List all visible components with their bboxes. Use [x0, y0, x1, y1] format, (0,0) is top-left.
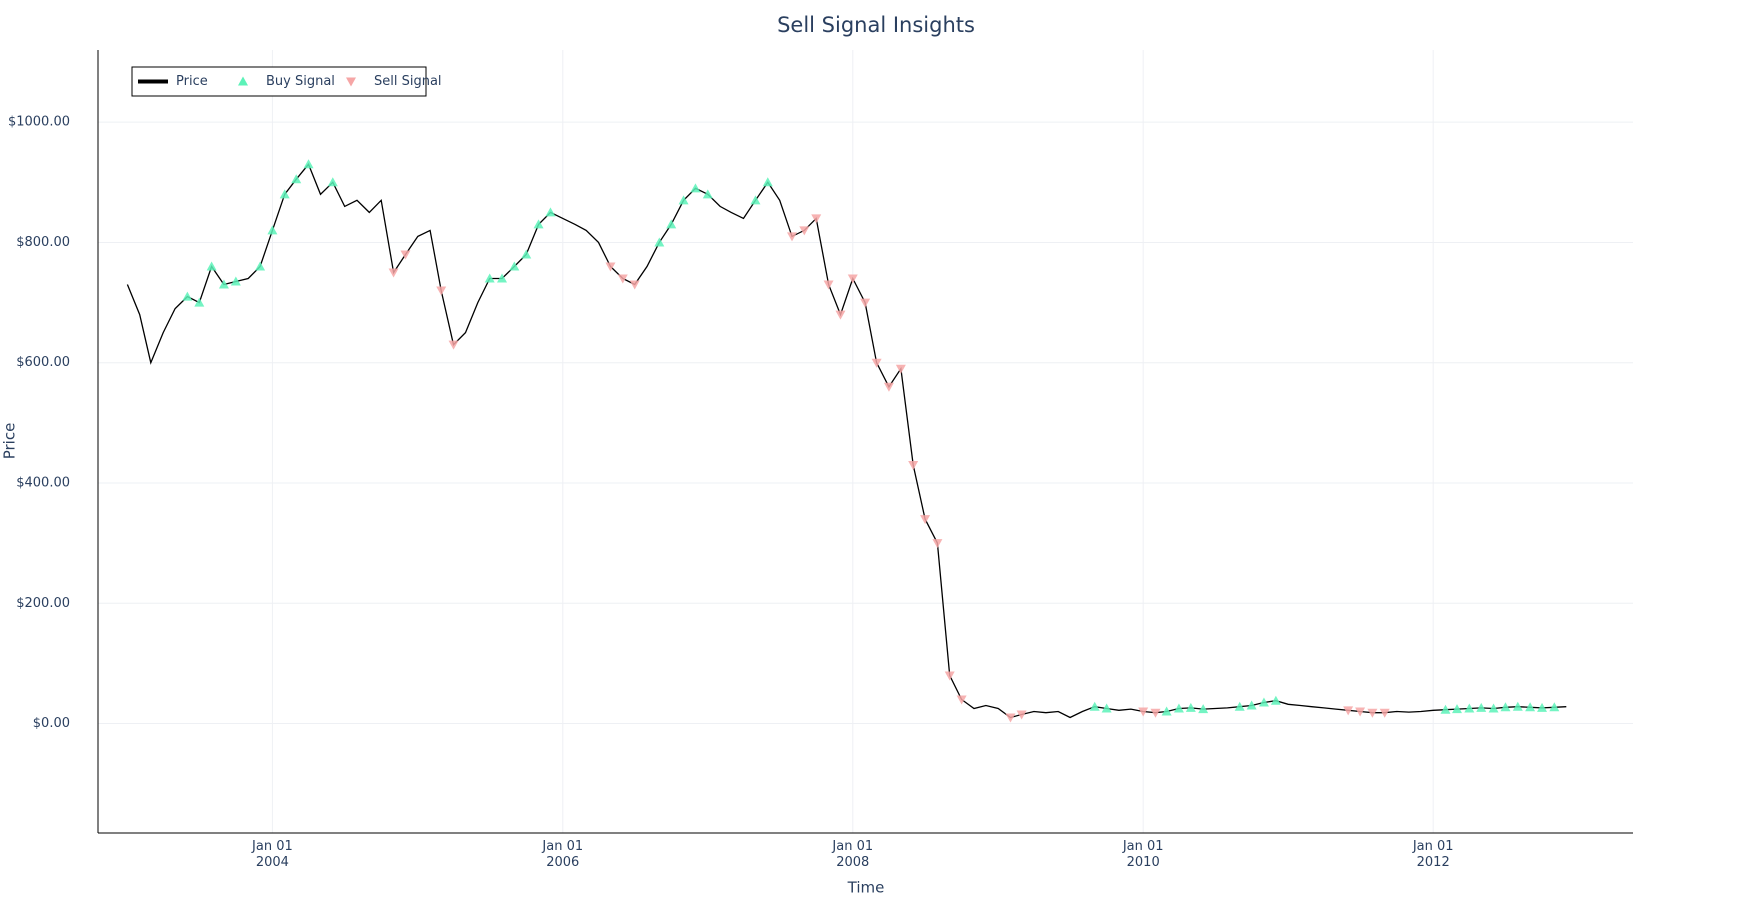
buy-marker — [1234, 701, 1245, 711]
buy-marker — [194, 297, 205, 307]
buy-marker — [1185, 702, 1196, 712]
sell-marker — [1343, 706, 1354, 716]
sell-marker — [823, 280, 834, 290]
buy-marker — [1488, 703, 1499, 713]
buy-marker — [750, 195, 761, 205]
x-tick-label: Jan 01 2004 — [251, 839, 293, 870]
buy-marker — [1258, 697, 1269, 707]
sell-marker — [1367, 708, 1378, 718]
legend-label: Price — [176, 74, 208, 89]
sell-marker — [932, 539, 943, 549]
sell-marker — [920, 515, 931, 525]
legend-label: Sell Signal — [374, 74, 442, 89]
buy-marker — [1101, 703, 1112, 713]
buy-marker — [255, 261, 266, 271]
buy-marker — [291, 174, 302, 184]
sell-marker — [895, 364, 906, 374]
legend-label: Buy Signal — [266, 74, 335, 89]
buy-marker — [1089, 701, 1100, 711]
y-axis-title: Price — [1, 423, 19, 460]
buy-marker — [327, 177, 338, 187]
buy-marker — [206, 261, 217, 271]
sell-marker — [1016, 710, 1027, 720]
buy-marker — [303, 159, 314, 169]
buy-marker — [1173, 703, 1184, 713]
y-tick-label: $400.00 — [16, 475, 70, 490]
buy-marker — [484, 273, 495, 283]
legend: Price Buy Signal Sell Signal — [131, 66, 442, 97]
buy-marker — [1537, 702, 1548, 712]
buy-marker — [1440, 704, 1451, 714]
legend-symbol — [238, 76, 248, 86]
buy-marker — [1161, 706, 1172, 716]
y-tick-label: $0.00 — [33, 716, 70, 731]
buy-marker — [1452, 704, 1463, 714]
buy-marker — [1476, 702, 1487, 712]
buy-marker — [279, 189, 290, 199]
sell-marker — [388, 268, 399, 278]
buy-marker — [545, 207, 556, 217]
buy-marker — [267, 225, 278, 235]
sell-marker — [871, 358, 882, 368]
buy-marker — [666, 219, 677, 229]
buy-marker — [218, 279, 229, 289]
y-tick-label: $1000.00 — [8, 115, 70, 130]
buy-marker — [1246, 700, 1257, 710]
y-tick-label: $600.00 — [16, 355, 70, 370]
buy-marker — [1512, 701, 1523, 711]
x-tick-label: Jan 01 2010 — [1122, 839, 1164, 870]
buy-marker — [1198, 704, 1209, 714]
x-tick-label: Jan 01 2008 — [831, 839, 873, 870]
y-tick-label: $200.00 — [16, 596, 70, 611]
sell-marker — [944, 671, 955, 681]
sell-marker — [956, 695, 967, 705]
buy-marker — [690, 183, 701, 193]
buy-marker — [230, 276, 241, 286]
sell-marker — [799, 226, 810, 236]
buy-marker — [1464, 703, 1475, 713]
x-axis-title: Time — [847, 879, 885, 897]
x-tick-label: Jan 01 2012 — [1412, 839, 1454, 870]
buy-marker — [182, 291, 193, 301]
sell-marker — [436, 286, 447, 296]
sell-marker — [1138, 707, 1149, 717]
buy-marker — [1549, 702, 1560, 712]
buy-marker — [1525, 702, 1536, 712]
legend-symbol — [346, 77, 356, 87]
sell-marker — [835, 310, 846, 320]
legend-box — [131, 66, 427, 97]
sell-marker — [605, 262, 616, 272]
buy-marker — [497, 273, 508, 283]
sell-marker — [811, 214, 822, 224]
sell-marker — [400, 250, 411, 260]
y-tick-label: $800.00 — [16, 235, 70, 250]
sell-marker — [847, 274, 858, 284]
x-tick-label: Jan 01 2006 — [541, 839, 583, 870]
buy-marker — [509, 261, 520, 271]
buy-marker — [702, 189, 713, 199]
buy-marker — [1270, 695, 1281, 705]
sell-marker — [908, 460, 919, 470]
sell-marker — [1150, 708, 1161, 718]
buy-marker — [533, 219, 544, 229]
sell-marker — [860, 298, 871, 308]
chart-title: Sell Signal Insights — [777, 13, 975, 37]
buy-marker — [678, 195, 689, 205]
buy-marker — [521, 249, 532, 259]
sell-marker — [1005, 713, 1016, 723]
price-line — [126, 163, 1567, 719]
sell-marker — [787, 232, 798, 242]
sell-marker — [1379, 708, 1390, 718]
buy-marker — [654, 237, 665, 247]
sell-marker — [1355, 707, 1366, 717]
buy-marker — [1500, 702, 1511, 712]
sell-marker — [448, 340, 459, 350]
sell-marker — [629, 280, 640, 290]
sell-marker — [883, 382, 894, 392]
buy-marker — [762, 177, 773, 187]
sell-marker — [617, 274, 628, 284]
